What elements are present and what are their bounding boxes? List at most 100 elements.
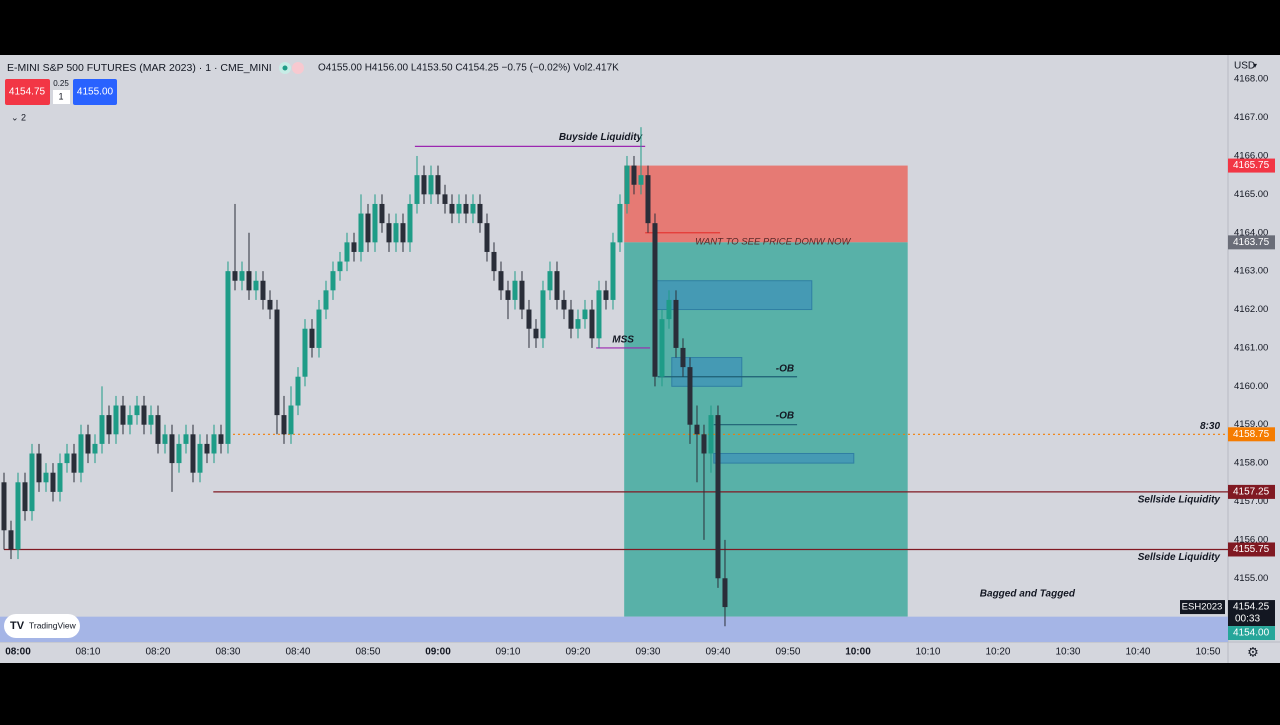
candle-body [225, 271, 231, 444]
drawing-label: Buyside Liquidity [559, 132, 643, 143]
price-label: 4158.75 [1228, 427, 1275, 442]
candle-body [134, 405, 140, 416]
buy-button[interactable] [73, 79, 117, 105]
drawing-label: 8:30 [1200, 421, 1220, 432]
x-tick-label: 09:10 [495, 647, 520, 658]
x-tick-label: 09:20 [565, 647, 590, 658]
candle-body [43, 472, 49, 483]
candle-body [365, 213, 371, 243]
candle-body [414, 175, 420, 204]
symbol-title: E-MINI S&P 500 FUTURES (MAR 2023) · 1 · … [7, 62, 272, 74]
price-label-text: 4163.75 [1233, 237, 1270, 248]
x-tick-label: 10:30 [1055, 647, 1080, 658]
candle-body [274, 309, 280, 416]
candle-body [547, 271, 553, 291]
x-tick-label: 09:30 [635, 647, 660, 658]
candle-body [470, 203, 476, 214]
settings-icon[interactable]: ⚙ [1247, 644, 1259, 659]
x-tick-label: 08:10 [75, 647, 100, 658]
brand-badge[interactable] [4, 614, 80, 638]
candle-body [351, 242, 357, 252]
candle-body [715, 415, 721, 579]
stop-zone [624, 165, 908, 243]
candle-body [638, 175, 644, 185]
candle-body [379, 203, 385, 224]
x-tick-label: 10:10 [915, 647, 940, 658]
plot: Buyside Liquidity WANT TO SEE PRICE DONW … [0, 127, 1228, 642]
candle-body [596, 290, 602, 339]
candle-body [400, 223, 406, 243]
candle-body [393, 223, 399, 243]
status-dot [282, 65, 288, 71]
candle-body [155, 415, 161, 444]
candle-body [603, 290, 609, 300]
currency-caret[interactable]: ▾ [1253, 61, 1257, 70]
quantity-box[interactable] [53, 90, 70, 104]
symbol-label: ESH2023 [1182, 602, 1223, 613]
x-tick-label: 10:00 [845, 647, 871, 658]
candle-body [309, 328, 315, 348]
candle-body [477, 203, 483, 224]
candle-body [694, 424, 700, 435]
candle-body [617, 203, 623, 243]
candle-body [127, 415, 133, 425]
candle-body [652, 223, 658, 377]
candle-body [183, 434, 189, 444]
drawing-label: Sellside Liquidity [1138, 552, 1221, 563]
order-block [654, 280, 813, 311]
price-label: 4155.75 [1228, 542, 1275, 557]
candle-body [113, 405, 119, 435]
price-label-text: 4157.25 [1233, 487, 1270, 498]
candle-body [442, 194, 448, 204]
candle-body [421, 175, 427, 195]
candle-body [512, 280, 518, 300]
x-tick-label: 09:00 [425, 647, 451, 658]
candle-body [708, 415, 714, 454]
x-tick-label: 08:50 [355, 647, 380, 658]
x-tick-label: 09:50 [775, 647, 800, 658]
candle-body [526, 309, 532, 329]
sell-price[interactable]: 4154.75 [9, 87, 46, 98]
y-tick-label: 4164.00 [1234, 227, 1268, 238]
candle-body [57, 463, 63, 492]
candle-body [673, 299, 679, 348]
annotation: Bagged and Tagged [980, 588, 1076, 599]
quantity[interactable]: 1 [58, 91, 63, 101]
candle-body [498, 271, 504, 291]
candle-body [267, 299, 273, 310]
candle-body [71, 453, 77, 473]
candle-body [435, 175, 441, 195]
candle-body [29, 453, 35, 512]
candle-body [253, 280, 259, 291]
sell-button[interactable] [5, 79, 50, 105]
ohlc-summary: O4155.00 H4156.00 L4153.50 C4154.25 −0.7… [318, 63, 619, 74]
candle-body [204, 443, 210, 454]
candle-body [316, 309, 322, 348]
price-label-box [1228, 542, 1275, 557]
collapse-icon[interactable]: ⌄ [11, 112, 19, 122]
candle-body [624, 165, 630, 204]
price-label-box [1228, 427, 1275, 442]
buy-price[interactable]: 4155.00 [77, 87, 114, 98]
candle-body [722, 578, 728, 608]
x-tick-label: 08:30 [215, 647, 240, 658]
candle-body [645, 175, 651, 224]
currency[interactable]: USD [1234, 61, 1255, 72]
candle-body [99, 415, 105, 444]
candle-body [330, 271, 336, 291]
y-tick-label: 4166.00 [1234, 150, 1268, 161]
candle-body [519, 280, 525, 310]
x-tick-label: 10:50 [1195, 647, 1220, 658]
price-label-text: 4155.75 [1233, 544, 1270, 555]
x-tick-label: 10:20 [985, 647, 1010, 658]
indicator-count[interactable]: 2 [21, 112, 26, 122]
candle-body [687, 367, 693, 425]
candle-body [505, 290, 511, 300]
y-tick-label: 4162.00 [1234, 304, 1268, 315]
toolbar: E-MINI S&P 500 FUTURES (MAR 2023) · 1 · … [4, 61, 1259, 659]
candle-body [197, 443, 203, 473]
y-tick-label: 4163.00 [1234, 266, 1268, 277]
candle-body [554, 271, 560, 300]
